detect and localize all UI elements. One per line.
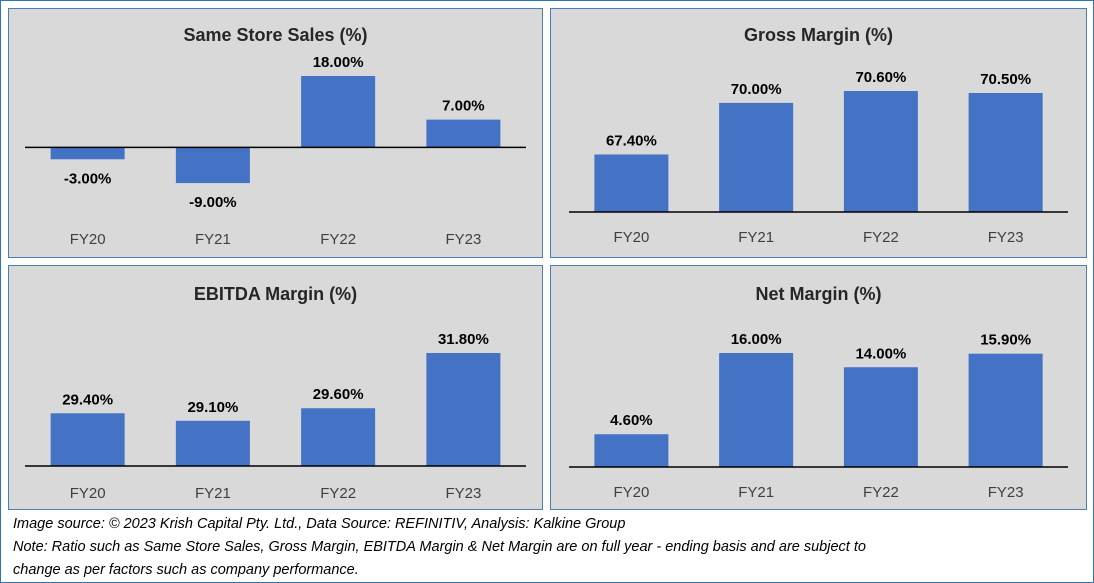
data-label: 29.40%: [62, 391, 113, 408]
data-label: 67.40%: [606, 132, 657, 149]
x-tick-label: FY23: [988, 484, 1024, 501]
x-tick-label: FY22: [863, 229, 899, 246]
chart-title: Same Store Sales (%): [183, 25, 367, 45]
x-tick-label: FY23: [988, 229, 1024, 246]
data-label: 29.10%: [187, 399, 238, 416]
chart-svg: Net Margin (%) 4.60% FY20 16.00% FY21 14.00% F…: [569, 284, 1068, 501]
bar-fy22: [843, 367, 918, 467]
x-tick-label: FY21: [738, 484, 774, 501]
note-text-line-2: change as per factors such as company pe…: [13, 562, 359, 578]
data-label: 70.00%: [731, 81, 782, 98]
chart-svg: EBITDA Margin (%) 29.40% FY20 29.10% FY21 29.…: [25, 284, 526, 502]
data-label: 15.90%: [980, 332, 1031, 349]
x-tick-label: FY23: [445, 485, 481, 502]
data-label: 7.00%: [442, 98, 485, 115]
chart-svg: Gross Margin (%) 67.40% FY20 70.00% FY21 70.6…: [569, 25, 1068, 246]
bar-fy21: [719, 353, 794, 467]
x-tick-label: FY20: [70, 231, 106, 248]
data-label: -9.00%: [189, 194, 237, 211]
ebitda-margin-chart: EBITDA Margin (%) 29.40% FY20 29.10% FY21 29.…: [8, 265, 543, 510]
bar-fy20: [594, 154, 669, 212]
x-tick-label: FY21: [195, 485, 231, 502]
data-label: 70.50%: [980, 71, 1031, 88]
bar-fy21: [175, 420, 250, 466]
data-label: 31.80%: [438, 331, 489, 348]
bar-fy21: [719, 102, 794, 212]
chart-title: Gross Margin (%): [744, 25, 893, 45]
bar-fy23: [426, 353, 501, 466]
figure-footer: Image source: © 2023 Krish Capital Pty. …: [13, 513, 1088, 582]
data-label: 18.00%: [313, 54, 364, 71]
data-label: 14.00%: [855, 345, 906, 362]
x-tick-label: FY22: [320, 231, 356, 248]
source-text: Image source: © 2023 Krish Capital Pty. …: [13, 516, 626, 532]
bar-fy23: [426, 119, 501, 148]
note-text-line-1: Note: Ratio such as Same Store Sales, Gr…: [13, 539, 866, 555]
x-tick-label: FY23: [445, 231, 481, 248]
data-label: 29.60%: [313, 386, 364, 403]
x-tick-label: FY20: [613, 484, 649, 501]
data-label: 70.60%: [855, 69, 906, 86]
bar-fy22: [843, 91, 918, 212]
bar-fy20: [50, 147, 125, 160]
x-tick-label: FY22: [320, 485, 356, 502]
data-label: 4.60%: [610, 412, 653, 429]
x-tick-label: FY21: [195, 231, 231, 248]
chart-svg: Same Store Sales (%) -3.00% FY20 -9.00% FY21…: [25, 25, 526, 248]
chart-title: EBITDA Margin (%): [194, 284, 357, 304]
data-label: 16.00%: [731, 331, 782, 348]
x-tick-label: FY22: [863, 484, 899, 501]
bar-fy20: [50, 413, 125, 466]
x-tick-label: FY21: [738, 229, 774, 246]
x-tick-label: FY20: [613, 229, 649, 246]
net-margin-chart: Net Margin (%) 4.60% FY20 16.00% FY21 14.00% F…: [550, 265, 1087, 510]
same-store-sales-chart: Same Store Sales (%) -3.00% FY20 -9.00% FY21…: [8, 8, 543, 258]
bar-fy20: [594, 434, 669, 467]
bar-fy21: [175, 147, 250, 184]
bar-fy22: [301, 76, 376, 148]
bar-fy23: [968, 92, 1043, 212]
bar-fy22: [301, 408, 376, 466]
x-tick-label: FY20: [70, 485, 106, 502]
data-label: -3.00%: [64, 170, 112, 187]
gross-margin-chart: Gross Margin (%) 67.40% FY20 70.00% FY21 70.6…: [550, 8, 1087, 258]
bar-fy23: [968, 353, 1043, 467]
chart-title: Net Margin (%): [756, 284, 882, 304]
